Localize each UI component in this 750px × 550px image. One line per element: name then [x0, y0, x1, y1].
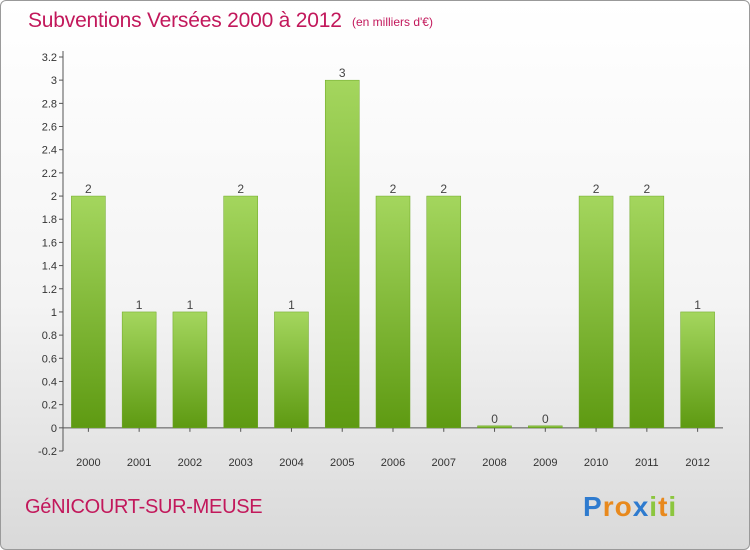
logo-letter: P	[583, 491, 603, 522]
data-label: 0	[491, 412, 498, 426]
x-tick-label: 2005	[330, 457, 354, 469]
unit-note: (en milliers d'€)	[352, 15, 433, 29]
y-tick-label: 1.6	[42, 237, 57, 249]
commune-name: GéNICOURT-SUR-MEUSE	[25, 496, 263, 518]
data-label: 2	[593, 182, 600, 196]
y-tick-label: 2.6	[42, 122, 57, 134]
data-labels: 2 1 1 2 1 3 2 2 0 0 2 2 1	[85, 66, 701, 426]
y-tick-label: 2.8	[42, 98, 57, 110]
data-label: 2	[85, 182, 92, 196]
y-tick-label: 0	[51, 423, 57, 435]
y-tick-label: 2	[51, 191, 57, 203]
logo-letter: x	[632, 491, 650, 522]
x-tick-label: 2004	[279, 457, 303, 469]
bar-2010	[578, 195, 614, 429]
x-tick-label: 2006	[381, 457, 405, 469]
logo-letter: r	[602, 491, 615, 522]
x-tick-label: 2003	[228, 457, 252, 469]
bar-2011	[629, 195, 665, 429]
logo-letter: t	[658, 491, 669, 522]
proxiti-logo: Proxiti	[583, 491, 677, 523]
x-tick-label: 2007	[432, 457, 456, 469]
bar-2004	[274, 311, 309, 429]
data-label: 0	[542, 412, 549, 426]
data-label: 2	[644, 182, 651, 196]
bar-2009	[528, 425, 563, 429]
bar-2006	[375, 195, 411, 429]
x-tick-label: 2009	[533, 457, 557, 469]
data-label: 1	[136, 298, 143, 312]
x-tick-label: 2001	[127, 457, 151, 469]
logo-letter: o	[614, 491, 633, 522]
x-tick-label: 2012	[685, 457, 709, 469]
y-tick-label: 0.4	[42, 376, 57, 388]
y-tick-label: 3	[51, 75, 57, 87]
y-tick-label: -0.2	[38, 446, 57, 458]
bar-2000	[71, 195, 106, 429]
x-tick-label: 2010	[584, 457, 608, 469]
bar-2001	[121, 311, 157, 429]
x-tick-label: 2000	[76, 457, 100, 469]
y-tick-label: 0.2	[42, 400, 57, 412]
bar-2003	[223, 195, 258, 429]
y-tick-label: 2.4	[42, 145, 57, 157]
bar-2007	[426, 195, 462, 429]
y-tick-label: 2.2	[42, 168, 57, 180]
y-tick-label: 3.2	[42, 52, 57, 64]
x-tick-label: 2011	[635, 457, 659, 469]
bar-2002	[172, 311, 208, 429]
x-tick-label: 2008	[482, 457, 506, 469]
data-label: 2	[440, 182, 447, 196]
data-label: 3	[339, 66, 346, 80]
data-label: 2	[237, 182, 244, 196]
y-tick-label: 1	[51, 307, 57, 319]
bars	[71, 79, 715, 429]
chart-title: Subventions Versées 2000 à 2012	[28, 9, 342, 32]
y-tick-label: 1.8	[42, 214, 57, 226]
bar-2012	[680, 311, 715, 429]
y-tick-label: 1.2	[42, 284, 57, 296]
y-tick-label: 0.8	[42, 330, 57, 342]
x-tick-label: 2002	[178, 457, 202, 469]
data-label: 1	[187, 298, 194, 312]
data-label: 1	[288, 298, 295, 312]
data-label: 1	[694, 298, 701, 312]
y-tick-label: 0.6	[42, 353, 57, 365]
logo-letter: i	[649, 491, 659, 522]
logo-letter: i	[668, 491, 678, 522]
y-tick-label: 1.4	[42, 261, 57, 273]
bar-2005	[324, 79, 360, 429]
bar-2008	[477, 425, 512, 429]
data-label: 2	[390, 182, 397, 196]
